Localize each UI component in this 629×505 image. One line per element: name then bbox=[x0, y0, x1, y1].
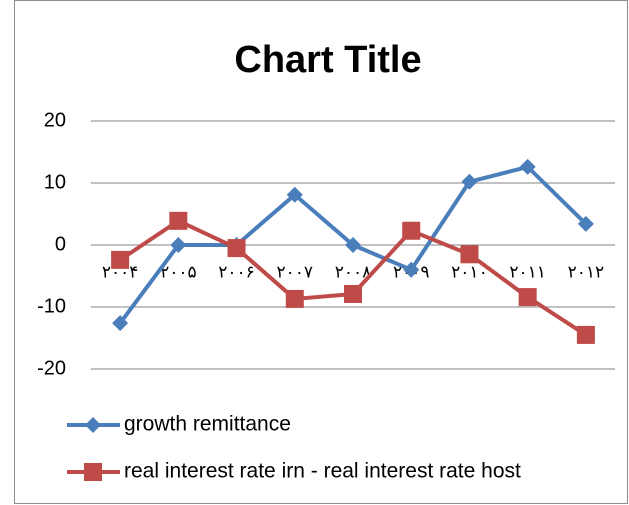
x-tick-label: ۲۰۰۷ bbox=[277, 262, 314, 281]
data-point bbox=[402, 221, 421, 240]
legend-marker bbox=[84, 463, 102, 481]
x-tick-label: ۲۰۱۰ bbox=[451, 262, 488, 281]
data-point bbox=[576, 325, 595, 344]
y-tick-label: -20 bbox=[37, 357, 66, 379]
y-tick-label: 10 bbox=[44, 171, 66, 193]
x-tick-label: ۲۰۱۲ bbox=[568, 262, 605, 281]
data-point bbox=[344, 284, 362, 303]
data-point bbox=[111, 250, 130, 269]
x-tick-label: ۲۰۰۶ bbox=[218, 262, 255, 281]
data-point bbox=[518, 288, 537, 307]
data-point bbox=[286, 186, 303, 203]
x-tick-label: ۲۰۰۵ bbox=[160, 262, 197, 281]
chart-title: Chart Title bbox=[234, 39, 421, 81]
chart-border bbox=[14, 0, 628, 504]
x-tick-label: ۲۰۰۸ bbox=[335, 262, 372, 281]
y-tick-label: 20 bbox=[44, 109, 66, 131]
data-point bbox=[460, 245, 479, 264]
data-point bbox=[170, 237, 187, 253]
data-point bbox=[345, 237, 361, 253]
legend-label: growth remittance bbox=[124, 413, 291, 436]
data-point bbox=[461, 173, 478, 190]
data-point bbox=[285, 289, 304, 308]
x-tick-label: ۲۰۱۱ bbox=[509, 262, 546, 281]
data-point bbox=[169, 211, 188, 230]
y-tick-label: -10 bbox=[37, 295, 66, 317]
legend-marker bbox=[85, 417, 101, 433]
data-point bbox=[403, 261, 420, 278]
data-point bbox=[112, 315, 129, 332]
data-point bbox=[227, 239, 246, 258]
data-point bbox=[519, 158, 536, 175]
legend-label: real interest rate irn - real interest r… bbox=[124, 460, 521, 483]
x-tick-label: ۲۰۰۴ bbox=[102, 262, 139, 281]
y-tick-label: 0 bbox=[55, 233, 66, 255]
data-point bbox=[577, 215, 594, 232]
